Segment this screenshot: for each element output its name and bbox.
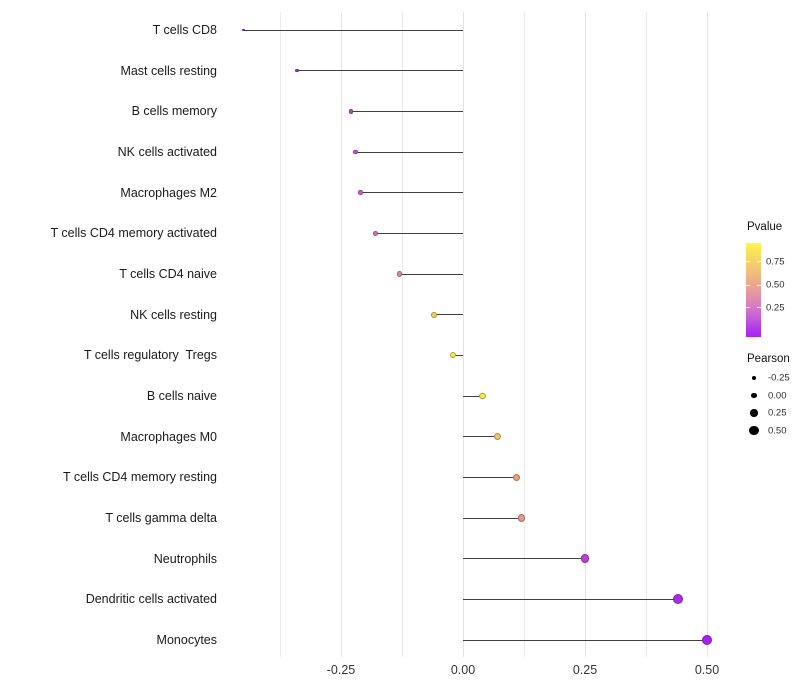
pearson-legend-label: 0.50 xyxy=(768,425,787,436)
data-point xyxy=(430,311,437,318)
lollipop-stem xyxy=(463,476,517,478)
x-tick-label: 0.25 xyxy=(572,663,598,677)
category-label: Mast cells resting xyxy=(120,63,217,78)
lollipop-stem xyxy=(375,232,463,234)
category-label: Neutrophils xyxy=(153,551,217,566)
minor-gridline xyxy=(401,12,403,657)
lollipop-stem xyxy=(350,110,463,112)
colorbar-tick-label: 0.50 xyxy=(766,279,785,291)
x-tick-label: -0.25 xyxy=(326,663,356,677)
x-tick-label: 0.00 xyxy=(450,663,476,677)
pearson-legend-dot xyxy=(751,392,757,399)
lollipop-stem xyxy=(463,558,585,560)
major-gridline xyxy=(462,12,464,657)
lollipop-stem xyxy=(463,598,678,600)
lollipop-stem xyxy=(433,314,463,316)
lollipop-stem xyxy=(463,436,498,438)
category-label: Monocytes xyxy=(156,633,217,647)
colorbar-tick xyxy=(746,284,750,286)
data-point xyxy=(580,554,590,563)
category-label: B cells naive xyxy=(146,389,217,403)
pearson-legend-label: -0.25 xyxy=(768,372,790,384)
data-point xyxy=(479,392,486,400)
data-point xyxy=(701,634,713,646)
category-label: NK cells activated xyxy=(117,145,217,159)
data-point xyxy=(396,271,403,277)
data-point xyxy=(512,473,521,481)
category-label: T cells CD4 memory activated xyxy=(50,226,218,241)
colorbar-tick xyxy=(757,284,761,286)
category-label: T cells CD8 xyxy=(152,23,217,37)
colorbar-tick xyxy=(746,307,750,309)
category-label: Macrophages M2 xyxy=(120,185,217,200)
lollipop-stem xyxy=(463,639,707,641)
major-gridline xyxy=(584,12,586,657)
data-point xyxy=(295,68,299,73)
category-label: Dendritic cells activated xyxy=(85,592,217,607)
colorbar-tick xyxy=(757,261,761,263)
pvalue-gradient-bar xyxy=(746,243,761,337)
category-label: T cells CD4 naive xyxy=(119,267,217,281)
data-point xyxy=(348,109,353,114)
lollipop-stem xyxy=(243,29,463,31)
lollipop-stem xyxy=(355,151,463,153)
minor-gridline xyxy=(645,12,647,657)
pearson-legend-label: 0.00 xyxy=(768,390,787,401)
lollipop-stem xyxy=(360,192,463,194)
category-label: Macrophages M0 xyxy=(120,429,217,444)
pvalue-legend-title: Pvalue xyxy=(747,221,783,233)
data-point xyxy=(242,28,245,32)
data-point xyxy=(493,433,501,441)
lollipop-stem xyxy=(297,70,463,72)
x-tick-label: 0.50 xyxy=(694,663,720,677)
category-label: NK cells resting xyxy=(130,307,217,322)
data-point xyxy=(450,352,457,359)
colorbar-tick-label: 0.25 xyxy=(766,302,785,314)
data-point xyxy=(372,230,378,236)
data-point xyxy=(358,190,363,195)
minor-gridline xyxy=(279,12,281,657)
major-gridline xyxy=(340,12,342,657)
pearson-legend-title: Pearson xyxy=(747,353,790,365)
colorbar-tick-label: 0.75 xyxy=(766,256,785,268)
category-label: T cells gamma delta xyxy=(105,511,217,525)
category-label: T cells regulatory Tregs xyxy=(83,348,217,363)
data-point xyxy=(672,594,683,605)
major-gridline xyxy=(706,12,708,657)
lollipop-stem xyxy=(463,395,483,397)
pearson-legend-dot xyxy=(751,375,757,381)
category-label: B cells memory xyxy=(131,104,217,119)
category-label: T cells CD4 memory resting xyxy=(63,470,217,485)
lollipop-stem xyxy=(463,517,522,519)
colorbar-tick xyxy=(746,261,750,263)
pearson-legend-dot xyxy=(749,425,759,436)
colorbar-tick xyxy=(757,307,761,309)
minor-gridline xyxy=(523,12,525,657)
lollipop-stem xyxy=(399,273,463,275)
lollipop-stem xyxy=(453,354,463,356)
pearson-legend-label: 0.25 xyxy=(768,407,787,419)
data-point xyxy=(517,514,526,522)
data-point xyxy=(353,149,358,155)
pearson-legend-dot xyxy=(750,409,758,417)
